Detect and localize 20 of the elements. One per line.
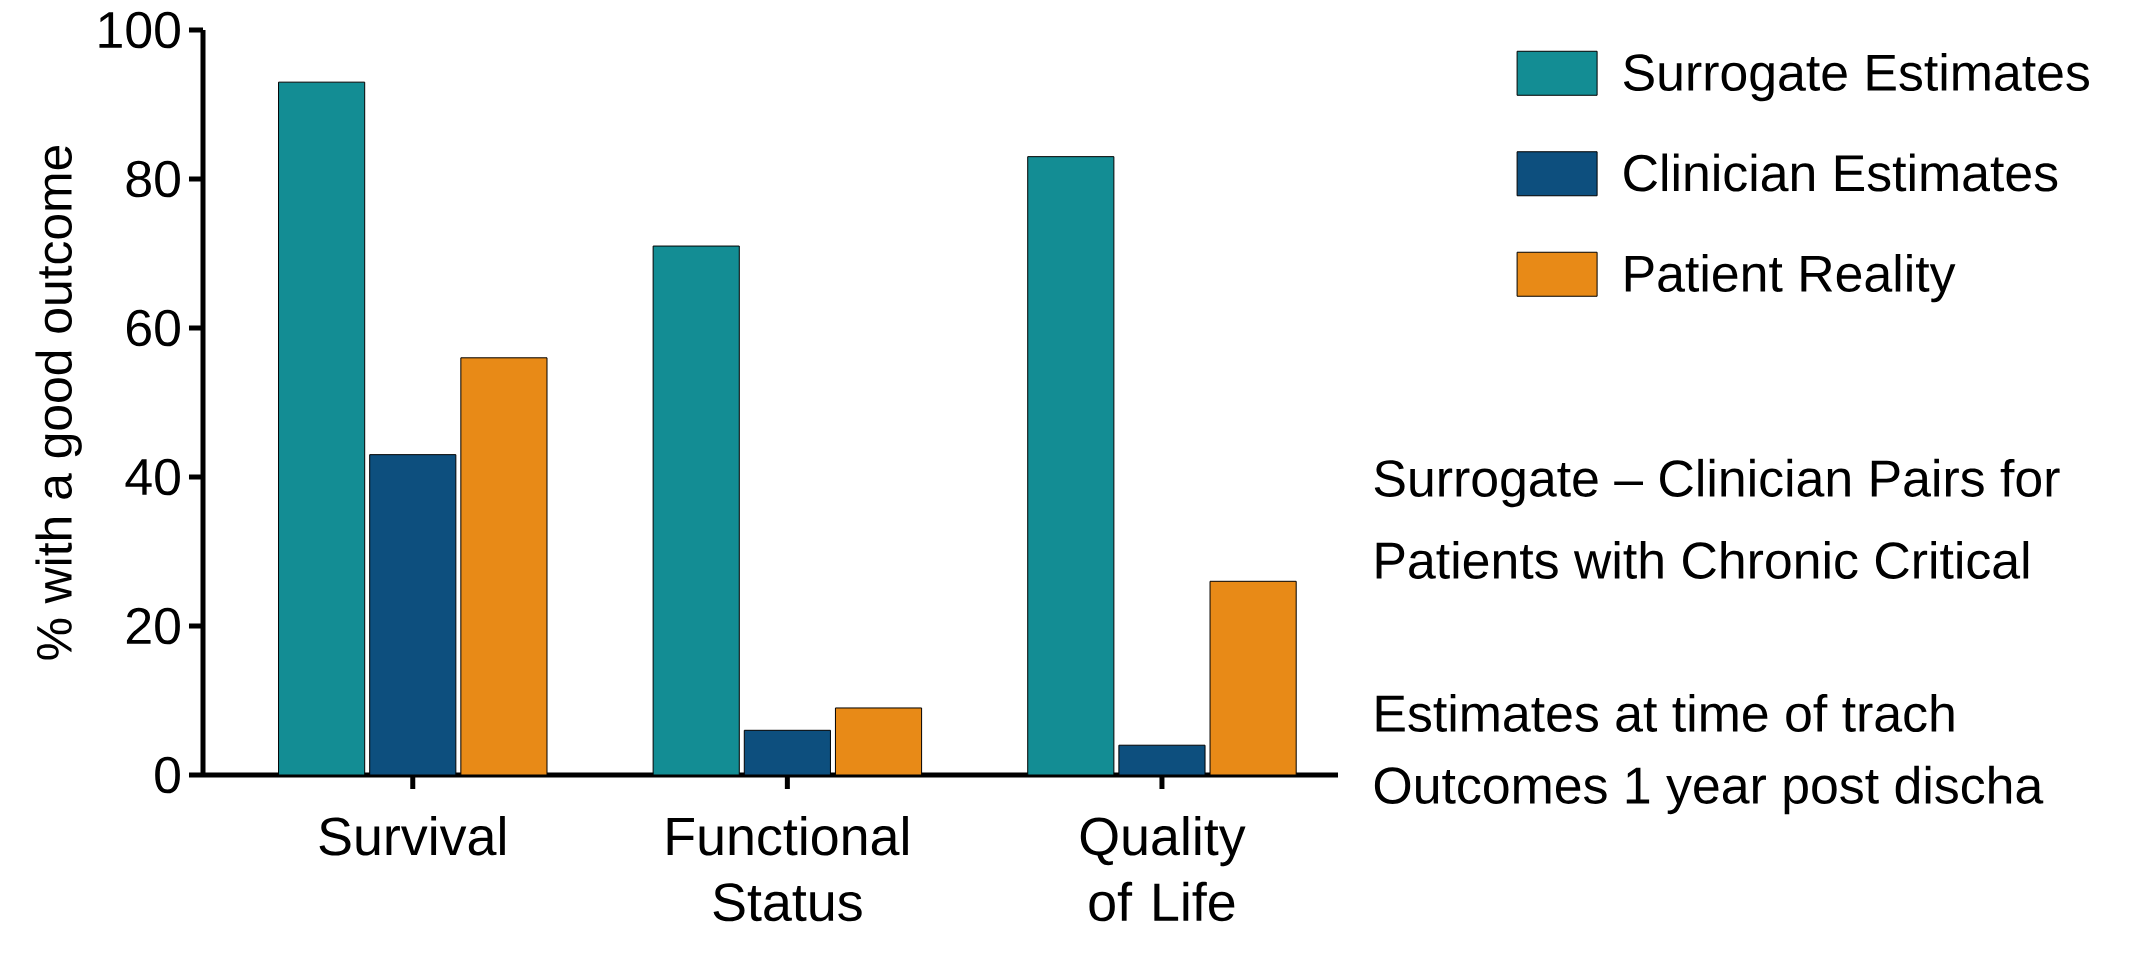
bar — [1027, 156, 1115, 775]
y-tick-label: 20 — [126, 607, 180, 645]
y-tick-label: 40 — [125, 458, 180, 496]
x-tick-label: Survival — [319, 816, 505, 856]
legend-label: Patient Reality — [1625, 254, 1956, 303]
legend-label: Surrogate Estimates — [1623, 53, 2089, 102]
text: Estimates at time of trach — [1376, 693, 1954, 733]
x-tick-label: Quality of Life — [1080, 816, 1246, 922]
y-tick-label: 80 — [126, 160, 180, 198]
bar — [652, 245, 740, 775]
text: Patients with Chronic Critical — [1376, 540, 2029, 580]
y-axis-title: % with a good outcome — [35, 145, 82, 660]
x-tick-label: Functional Status — [667, 816, 908, 922]
y-tick-label: 0 — [155, 756, 180, 794]
y-tick-label: 100 — [99, 11, 180, 49]
bar — [278, 81, 366, 775]
text: Surrogate – Clinician Pairs for — [1374, 458, 2060, 508]
legend-label: Clinician Estimates — [1624, 153, 2058, 192]
y-tick-label: 60 — [126, 309, 180, 347]
text: Outcomes 1 year post discha — [1374, 765, 2044, 815]
